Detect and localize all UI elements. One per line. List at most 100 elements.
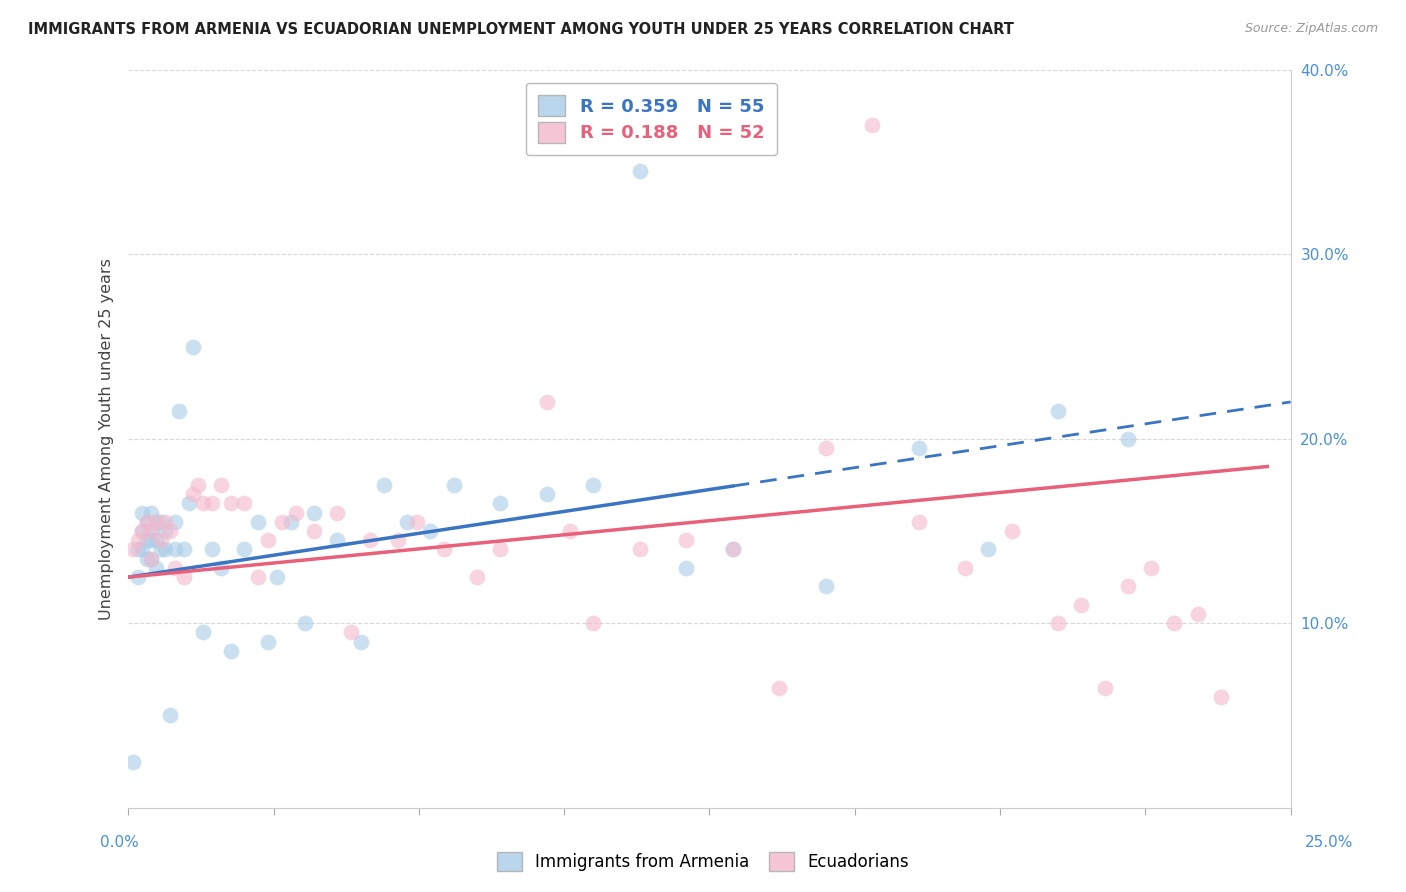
Point (131, 524, 153, 538)
Point (145, 515, 167, 529)
Point (1163, 616, 1185, 631)
Point (135, 515, 157, 529)
Point (1047, 404, 1070, 418)
Point (1001, 524, 1024, 538)
Point (419, 524, 441, 538)
Point (187, 478, 209, 492)
Point (141, 524, 163, 538)
Point (159, 708, 181, 723)
Point (373, 478, 395, 492)
Point (122, 755, 145, 769)
Point (1140, 561, 1163, 575)
Text: 0.0%: 0.0% (100, 836, 139, 850)
Point (141, 524, 163, 538)
Point (489, 496, 512, 510)
Point (141, 551, 163, 566)
Point (149, 515, 172, 529)
Point (256, 533, 278, 548)
Point (536, 487, 558, 501)
Point (141, 551, 163, 566)
Point (145, 515, 167, 529)
Point (1116, 579, 1139, 593)
Point (219, 644, 242, 658)
Point (209, 561, 232, 575)
Point (302, 524, 325, 538)
Point (159, 524, 181, 538)
Point (131, 542, 153, 557)
Point (177, 496, 200, 510)
Point (977, 542, 1000, 557)
Point (183, 487, 205, 501)
Point (721, 542, 744, 557)
Point (1047, 616, 1070, 631)
Point (489, 542, 512, 557)
Point (907, 515, 929, 529)
Point (326, 506, 349, 520)
Y-axis label: Unemployment Among Youth under 25 years: Unemployment Among Youth under 25 years (100, 258, 114, 620)
Point (131, 524, 153, 538)
Point (173, 542, 195, 557)
Point (191, 496, 214, 510)
Point (183, 340, 205, 354)
Point (127, 542, 149, 557)
Point (350, 634, 373, 648)
Point (122, 542, 145, 557)
Point (247, 515, 270, 529)
Legend: Immigrants from Armenia, Ecuadorians: Immigrants from Armenia, Ecuadorians (488, 843, 918, 880)
Point (233, 496, 256, 510)
Point (675, 561, 697, 575)
Point (340, 625, 363, 640)
Point (233, 542, 256, 557)
Point (768, 681, 790, 695)
Point (280, 515, 302, 529)
Point (628, 164, 651, 178)
Point (247, 570, 270, 584)
Point (536, 395, 558, 409)
Point (814, 579, 837, 593)
Point (302, 506, 325, 520)
Point (201, 496, 224, 510)
Point (907, 441, 929, 455)
Point (141, 506, 163, 520)
Point (256, 634, 278, 648)
Point (191, 625, 214, 640)
Point (266, 570, 288, 584)
Point (1094, 681, 1116, 695)
Text: 25.0%: 25.0% (1305, 836, 1353, 850)
Point (149, 542, 172, 557)
Point (169, 404, 191, 418)
Point (270, 515, 292, 529)
Point (359, 533, 381, 548)
Point (163, 515, 186, 529)
Text: IMMIGRANTS FROM ARMENIA VS ECUADORIAN UNEMPLOYMENT AMONG YOUTH UNDER 25 YEARS CO: IMMIGRANTS FROM ARMENIA VS ECUADORIAN UN… (28, 22, 1014, 37)
Point (294, 616, 316, 631)
Point (155, 515, 177, 529)
Point (131, 506, 153, 520)
Point (145, 533, 167, 548)
Point (201, 542, 224, 557)
Point (135, 533, 157, 548)
Point (433, 542, 456, 557)
Point (1187, 607, 1209, 621)
Point (1070, 598, 1092, 612)
Point (155, 524, 177, 538)
Point (582, 478, 605, 492)
Point (326, 533, 349, 548)
Point (405, 515, 427, 529)
Point (1209, 690, 1232, 704)
Point (1116, 432, 1139, 446)
Point (675, 533, 697, 548)
Point (127, 570, 149, 584)
Point (628, 542, 651, 557)
Point (558, 524, 581, 538)
Point (163, 561, 186, 575)
Point (396, 515, 419, 529)
Text: Source: ZipAtlas.com: Source: ZipAtlas.com (1244, 22, 1378, 36)
Point (209, 478, 232, 492)
Point (163, 542, 186, 557)
Point (814, 441, 837, 455)
Point (953, 561, 976, 575)
Point (465, 570, 488, 584)
Point (127, 533, 149, 548)
Point (219, 496, 242, 510)
